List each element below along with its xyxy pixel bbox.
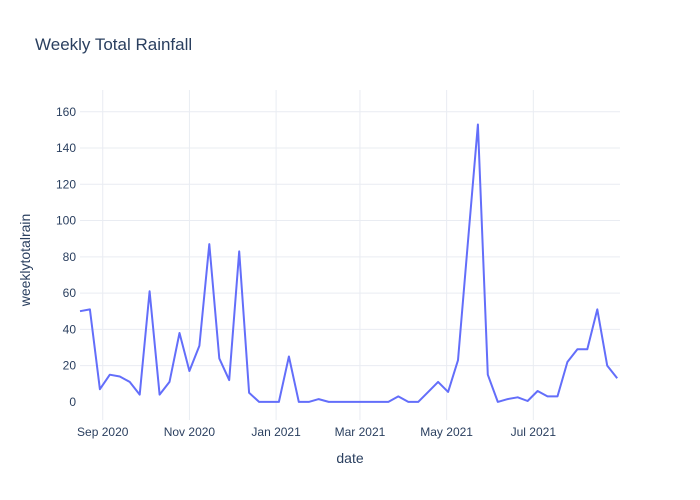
y-tick-label: 140 bbox=[56, 141, 76, 155]
x-tick-label: Mar 2021 bbox=[335, 425, 386, 439]
y-axis-ticks: 0 20 40 60 80 100 120 140 160 bbox=[56, 105, 76, 409]
x-axis-ticks: Sep 2020 Nov 2020 Jan 2021 Mar 2021 May 2021… bbox=[77, 425, 556, 439]
series-layer bbox=[79, 123, 618, 403]
x-tick-label: Jan 2021 bbox=[251, 425, 301, 439]
y-tick-label: 60 bbox=[63, 286, 77, 300]
y-tick-label: 100 bbox=[56, 214, 76, 228]
x-axis-title: date bbox=[336, 450, 363, 466]
x-tick-label: Jul 2021 bbox=[511, 425, 557, 439]
x-tick-label: Sep 2020 bbox=[77, 425, 129, 439]
y-axis-title: weeklytotalrain bbox=[17, 214, 33, 308]
chart-title: Weekly Total Rainfall bbox=[35, 35, 192, 54]
gridlines bbox=[80, 90, 620, 420]
y-tick-label: 20 bbox=[63, 359, 77, 373]
x-tick-label: Nov 2020 bbox=[164, 425, 216, 439]
y-tick-label: 160 bbox=[56, 105, 76, 119]
y-tick-label: 80 bbox=[63, 250, 77, 264]
y-tick-label: 40 bbox=[63, 322, 77, 336]
x-tick-label: May 2021 bbox=[420, 425, 473, 439]
y-tick-label: 0 bbox=[69, 395, 76, 409]
y-tick-label: 120 bbox=[56, 177, 76, 191]
series-line bbox=[79, 123, 618, 403]
